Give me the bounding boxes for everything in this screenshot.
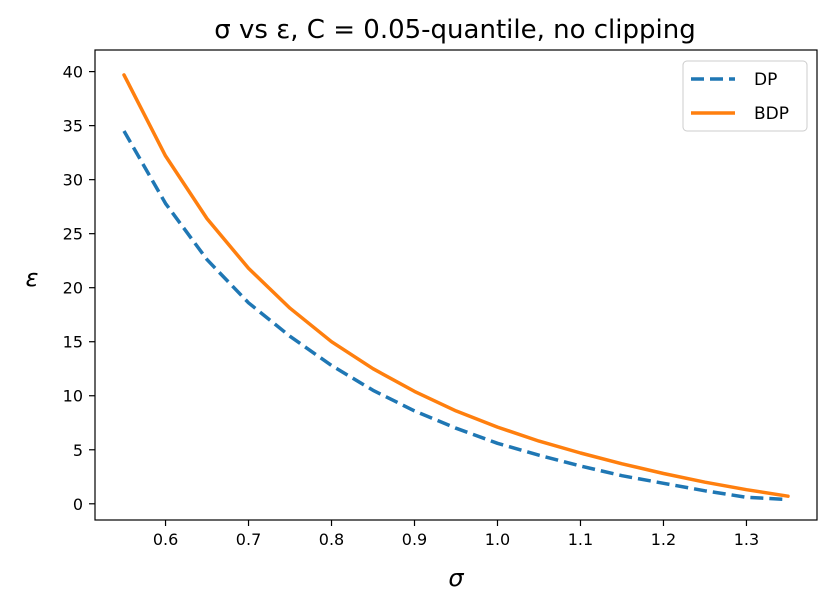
x-tick-label: 1.0: [485, 530, 510, 549]
chart-title: σ vs ε, C = 0.05-quantile, no clipping: [214, 15, 695, 45]
y-tick-label: 5: [73, 441, 83, 460]
x-tick-label: 1.3: [734, 530, 759, 549]
y-tick-label: 40: [63, 63, 83, 82]
x-tick-label: 1.2: [651, 530, 676, 549]
x-tick-label: 0.6: [153, 530, 178, 549]
x-tick-label: 1.1: [568, 530, 593, 549]
series-line-dp: [122, 130, 789, 502]
legend: DP BDP: [682, 60, 808, 132]
legend-label-dp: DP: [754, 70, 777, 90]
y-tick-label: 10: [63, 387, 83, 406]
y-tick-label: 25: [63, 225, 83, 244]
axes-frame: [94, 49, 818, 521]
y-tick-label: 35: [63, 117, 83, 136]
series-line-bdp: [122, 73, 790, 498]
y-tick-label: 0: [73, 495, 83, 514]
x-tick-label: 0.7: [236, 530, 261, 549]
y-axis-label: ε: [26, 264, 39, 292]
y-tick-label: 20: [63, 279, 83, 298]
x-axis-label: σ: [448, 564, 464, 592]
axes-ticks: 0.6 0.7 0.8 0.9 1.0 1.1 1.2 1.3 0 5 10 15 20 25 30 35 40: [63, 63, 760, 549]
y-tick-label: 15: [63, 333, 83, 352]
x-tick-label: 0.9: [402, 530, 427, 549]
plot-area: [122, 73, 790, 502]
x-tick-label: 0.8: [319, 530, 344, 549]
legend-label-bdp: BDP: [754, 104, 789, 124]
y-tick-label: 30: [63, 171, 83, 190]
